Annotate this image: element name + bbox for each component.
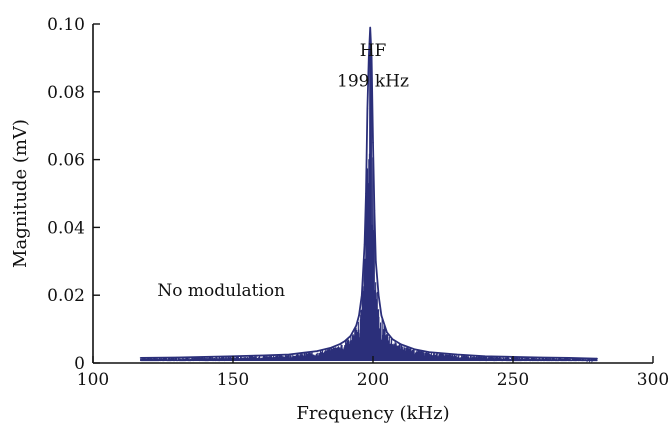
series-point xyxy=(428,351,430,353)
y-tick-label: 0.08 xyxy=(47,83,85,103)
series-noise xyxy=(140,47,598,363)
y-axis-title: Magnitude (mV) xyxy=(10,119,31,268)
series-point xyxy=(372,141,374,144)
series-point xyxy=(380,314,383,317)
x-axis-title: Frequency (kHz) xyxy=(296,403,449,423)
y-tick-label: 0 xyxy=(74,354,85,374)
series-point xyxy=(316,350,318,352)
series-point xyxy=(400,343,402,346)
series-point xyxy=(260,354,262,357)
series-point xyxy=(366,107,369,110)
series-point xyxy=(369,26,372,29)
series-point xyxy=(355,324,358,327)
series-point xyxy=(414,348,416,351)
y-tick-label: 0.06 xyxy=(47,151,85,171)
x-tick-label: 100 xyxy=(77,370,109,390)
series-point xyxy=(370,57,373,59)
labels: Frequency (kHz) Magnitude (mV) xyxy=(10,119,450,423)
y-tick-label: 0.02 xyxy=(47,286,85,306)
series-point xyxy=(349,335,352,337)
plot-marks xyxy=(139,26,598,363)
series-point xyxy=(386,331,388,334)
series-point xyxy=(456,353,458,356)
series-point xyxy=(368,57,370,59)
series-point xyxy=(391,338,394,341)
annotation-label: No modulation xyxy=(157,281,285,301)
ticks: 100 150 200 250 300 0 0.02 0.04 0.06 0.08 0.10 xyxy=(47,15,669,390)
series-point xyxy=(302,352,304,354)
annotations: HF 199 kHz No modulation xyxy=(157,41,409,301)
series-point xyxy=(484,355,486,358)
series-point xyxy=(596,357,598,360)
series-point xyxy=(373,209,376,212)
series-point xyxy=(176,356,178,359)
y-tick-label: 0.04 xyxy=(47,218,85,238)
annotation-label: 199 kHz xyxy=(337,72,409,92)
series-point xyxy=(338,343,341,346)
series-point xyxy=(365,192,367,195)
x-tick-label: 250 xyxy=(497,370,529,390)
series-point xyxy=(377,294,380,297)
annotation-label: HF xyxy=(360,41,387,61)
series-point xyxy=(361,294,363,297)
x-tick-label: 200 xyxy=(357,370,389,390)
series-point xyxy=(375,260,377,263)
series-point xyxy=(568,357,570,359)
series-point xyxy=(330,346,332,349)
series-point xyxy=(358,314,360,317)
series-point xyxy=(540,356,542,359)
x-tick-label: 300 xyxy=(637,370,669,390)
x-tick-label: 150 xyxy=(217,370,249,390)
series-point xyxy=(204,356,206,358)
y-tick-label: 0.10 xyxy=(47,15,85,35)
series-point xyxy=(344,340,346,342)
series-point xyxy=(363,243,366,246)
series-point xyxy=(288,353,290,356)
series-point xyxy=(139,357,142,359)
